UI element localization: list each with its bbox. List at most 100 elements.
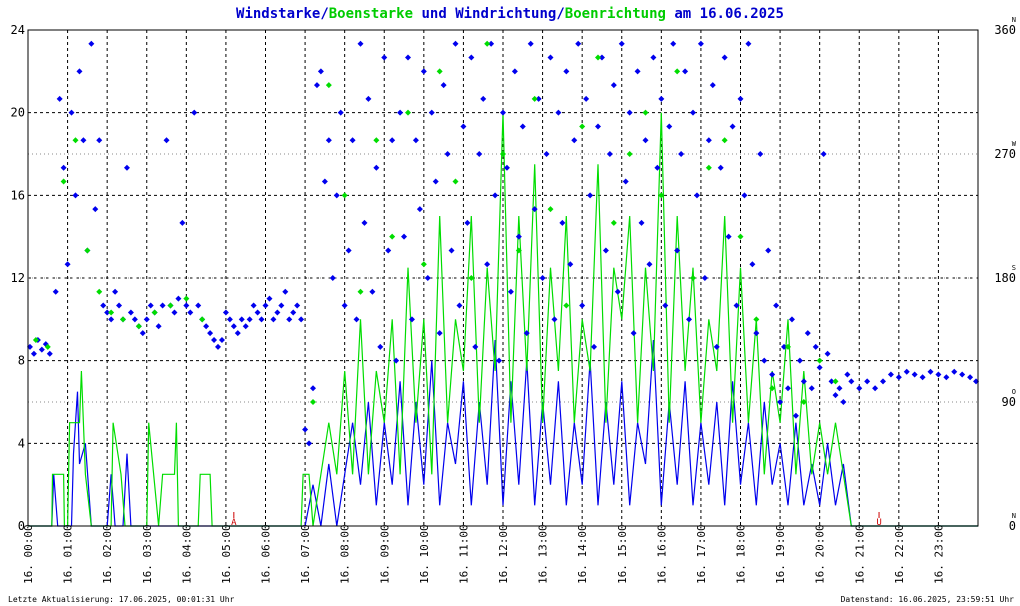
series-point-boenrichtung [420,261,427,268]
series-point-boenrichtung [60,178,67,185]
series-point-windrichtung [203,323,210,330]
series-point-boenrichtung [563,302,570,309]
series-point-windrichtung [903,368,910,375]
series-point-windrichtung [52,288,59,295]
series-point-boenrichtung [595,54,601,61]
series-point-windrichtung [215,343,221,350]
series-point-windrichtung [365,95,372,102]
series-point-windrichtung [306,440,313,447]
series-point-windrichtung [108,316,115,323]
chart-title-part: und [413,6,455,22]
series-point-windrichtung [333,192,340,199]
series-point-windrichtung [369,288,376,295]
series-point-boenrichtung [737,233,744,240]
series-point-windrichtung [927,368,934,375]
series-point-boenrichtung [468,275,475,281]
series-point-windrichtung [697,40,704,47]
series-point-windrichtung [278,302,285,309]
series-point-windrichtung [163,137,170,144]
series-point-windrichtung [92,206,99,213]
series-point-windrichtung [104,309,111,316]
series-point-windrichtung [468,54,475,61]
series-point-boenrichtung [96,288,103,295]
series-point-windrichtung [543,151,550,157]
series-point-windrichtung [313,82,320,89]
x-tick-label: 16. 06:00 [260,524,273,584]
series-point-boenrichtung [484,40,491,47]
x-tick-label: 16. 02:00 [101,524,114,584]
x-tick-label: 16. 05:00 [220,524,233,584]
series-point-windrichtung [733,302,740,309]
series-point-windrichtung [682,68,689,75]
series-point-windrichtung [381,54,388,61]
chart-title: Windstarke/Boenstarke und Windrichtung/B… [236,6,784,22]
series-point-windrichtung [329,275,336,281]
series-point-windrichtung [658,95,665,102]
series-point-windrichtung [139,330,146,337]
series-point-windrichtung [195,302,202,309]
series-point-windrichtung [622,178,629,185]
series-point-windrichtung [583,95,590,102]
series-point-windrichtung [646,261,653,268]
series-point-windrichtung [397,109,404,116]
series-point-windrichtung [282,288,289,295]
series-point-windrichtung [286,316,293,323]
series-point-windrichtung [725,233,732,240]
series-point-windrichtung [337,109,344,116]
series-point-boenrichtung [120,316,126,323]
chart-title-part: am 16.06.2025 [666,6,784,22]
series-point-windrichtung [88,40,95,47]
series-point-windrichtung [405,54,411,61]
x-tick-label: 16. 11:00 [457,524,470,584]
series-point-windrichtung [666,123,673,130]
series-point-windrichtung [250,302,257,309]
series-point-windrichtung [476,151,483,157]
series-point-windrichtung [131,316,138,323]
y-right-tick-label: 360 [994,23,1016,37]
series-point-windrichtung [693,192,700,199]
x-tick-label: 16. 12:00 [497,524,510,584]
series-point-windrichtung [642,137,649,144]
series-point-boenrichtung [626,151,633,157]
series-point-windrichtung [820,151,827,157]
series-point-windrichtung [626,109,633,116]
y-left-tick-label: 8 [18,354,25,368]
series-point-windrichtung [511,68,518,75]
series-point-windrichtung [880,378,886,385]
series-point-windrichtung [579,302,586,309]
series-point-boenrichtung [452,178,459,185]
series-point-windrichtung [788,316,795,323]
series-point-windrichtung [127,309,134,316]
event-marker-label: U [876,518,881,528]
series-point-windrichtung [377,343,384,350]
series-point-windrichtung [385,247,392,254]
series-point-boenrichtung [579,123,586,130]
series-point-boenrichtung [832,378,839,385]
series-point-windrichtung [191,109,198,116]
series-point-boenrichtung [108,309,115,316]
series-point-windrichtung [836,385,843,392]
series-point-windrichtung [68,109,75,116]
series-point-windrichtung [832,392,839,399]
series-point-windrichtung [484,261,491,268]
series-point-windrichtung [575,40,582,47]
series-point-windrichtung [614,288,621,295]
y-left-tick-label: 0 [18,519,25,533]
series-point-windrichtung [606,151,613,157]
series-point-boenrichtung [32,337,39,343]
series-point-windrichtung [496,357,503,364]
series-point-windrichtung [72,192,79,199]
series-point-windrichtung [60,164,67,171]
series-point-boenrichtung [753,316,760,323]
series-point-windrichtung [690,109,696,116]
chart-title-part: Boenstarke [329,6,413,22]
x-tick-label: 16. 15:00 [616,524,629,584]
series-point-windrichtung [598,54,605,61]
series-point-windrichtung [741,192,748,199]
series-point-boenrichtung [658,192,665,199]
series-point-windrichtung [187,309,194,316]
series-point-windrichtung [112,288,119,295]
series-point-windrichtung [539,275,546,281]
x-tick-label: 16. 08:00 [339,524,352,584]
